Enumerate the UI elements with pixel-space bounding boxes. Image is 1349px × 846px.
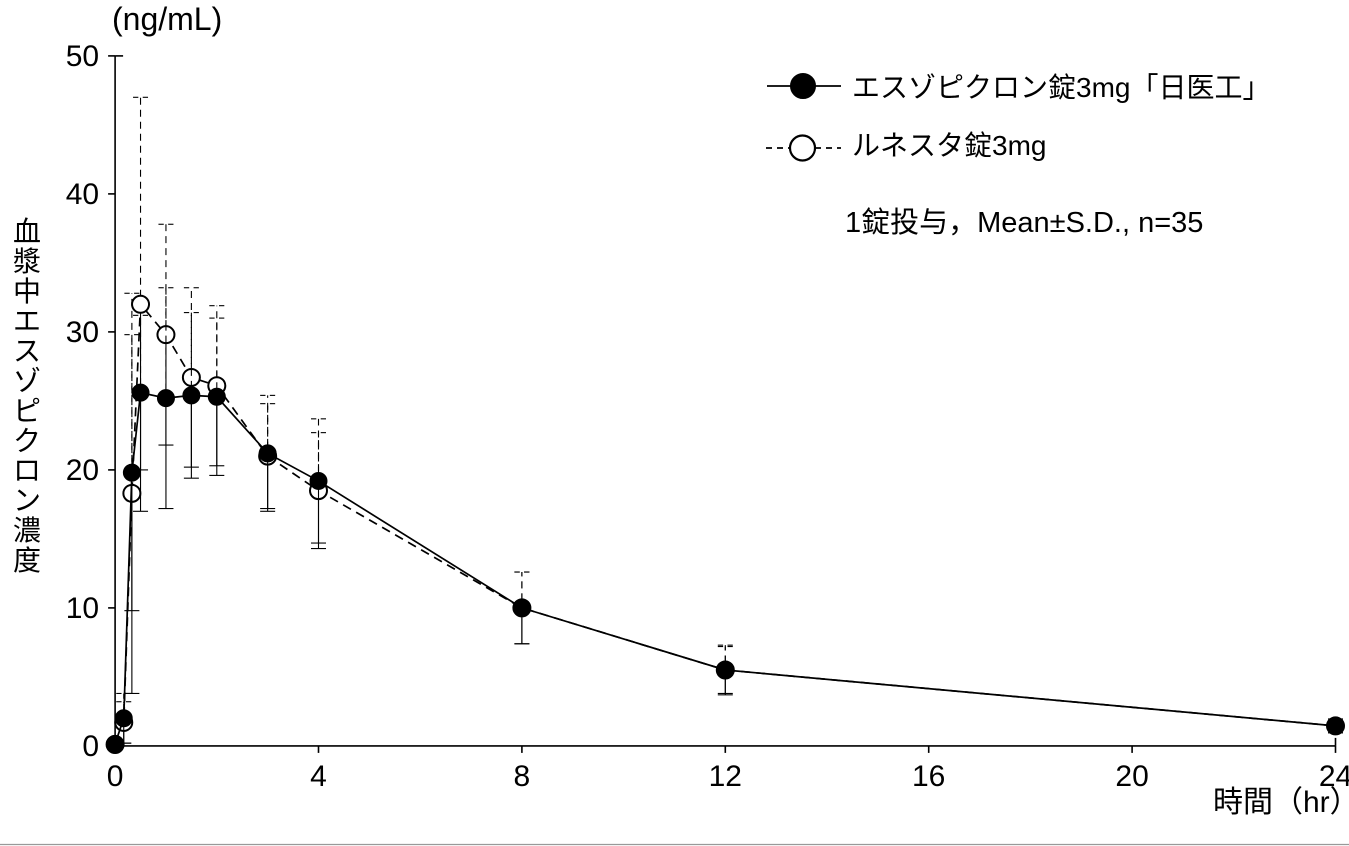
svg-text:10: 10 — [66, 592, 99, 625]
svg-text:16: 16 — [912, 760, 945, 793]
svg-text:(ng/mL): (ng/mL) — [112, 1, 222, 37]
svg-text:ス: ス — [13, 336, 41, 367]
svg-text:30: 30 — [66, 316, 99, 349]
svg-text:1錠投与，Mean±S.D., n=35: 1錠投与，Mean±S.D., n=35 — [845, 206, 1203, 239]
svg-text:0: 0 — [107, 760, 124, 793]
svg-text:エ: エ — [13, 306, 41, 337]
svg-text:20: 20 — [66, 454, 99, 487]
svg-text:ロ: ロ — [13, 455, 41, 486]
svg-text:8: 8 — [514, 760, 531, 793]
svg-text:度: 度 — [13, 545, 41, 576]
svg-text:エスゾピクロン錠3mg「日医工」: エスゾピクロン錠3mg「日医工」 — [852, 72, 1270, 103]
svg-text:中: 中 — [13, 276, 41, 307]
svg-text:時間（hr）: 時間（hr） — [1213, 786, 1349, 819]
svg-text:濃: 濃 — [13, 515, 41, 546]
svg-text:0: 0 — [82, 730, 99, 763]
svg-text:50: 50 — [66, 40, 99, 73]
svg-text:40: 40 — [66, 178, 99, 211]
svg-text:20: 20 — [1115, 760, 1148, 793]
svg-text:4: 4 — [310, 760, 327, 793]
svg-text:ク: ク — [13, 425, 41, 456]
svg-text:12: 12 — [709, 760, 742, 793]
svg-text:ゾ: ゾ — [13, 366, 41, 397]
svg-text:漿: 漿 — [13, 246, 41, 277]
svg-text:血: 血 — [13, 216, 41, 247]
svg-text:ルネスタ錠3mg: ルネスタ錠3mg — [852, 130, 1046, 161]
svg-text:ピ: ピ — [13, 395, 41, 426]
svg-text:ン: ン — [13, 485, 41, 516]
